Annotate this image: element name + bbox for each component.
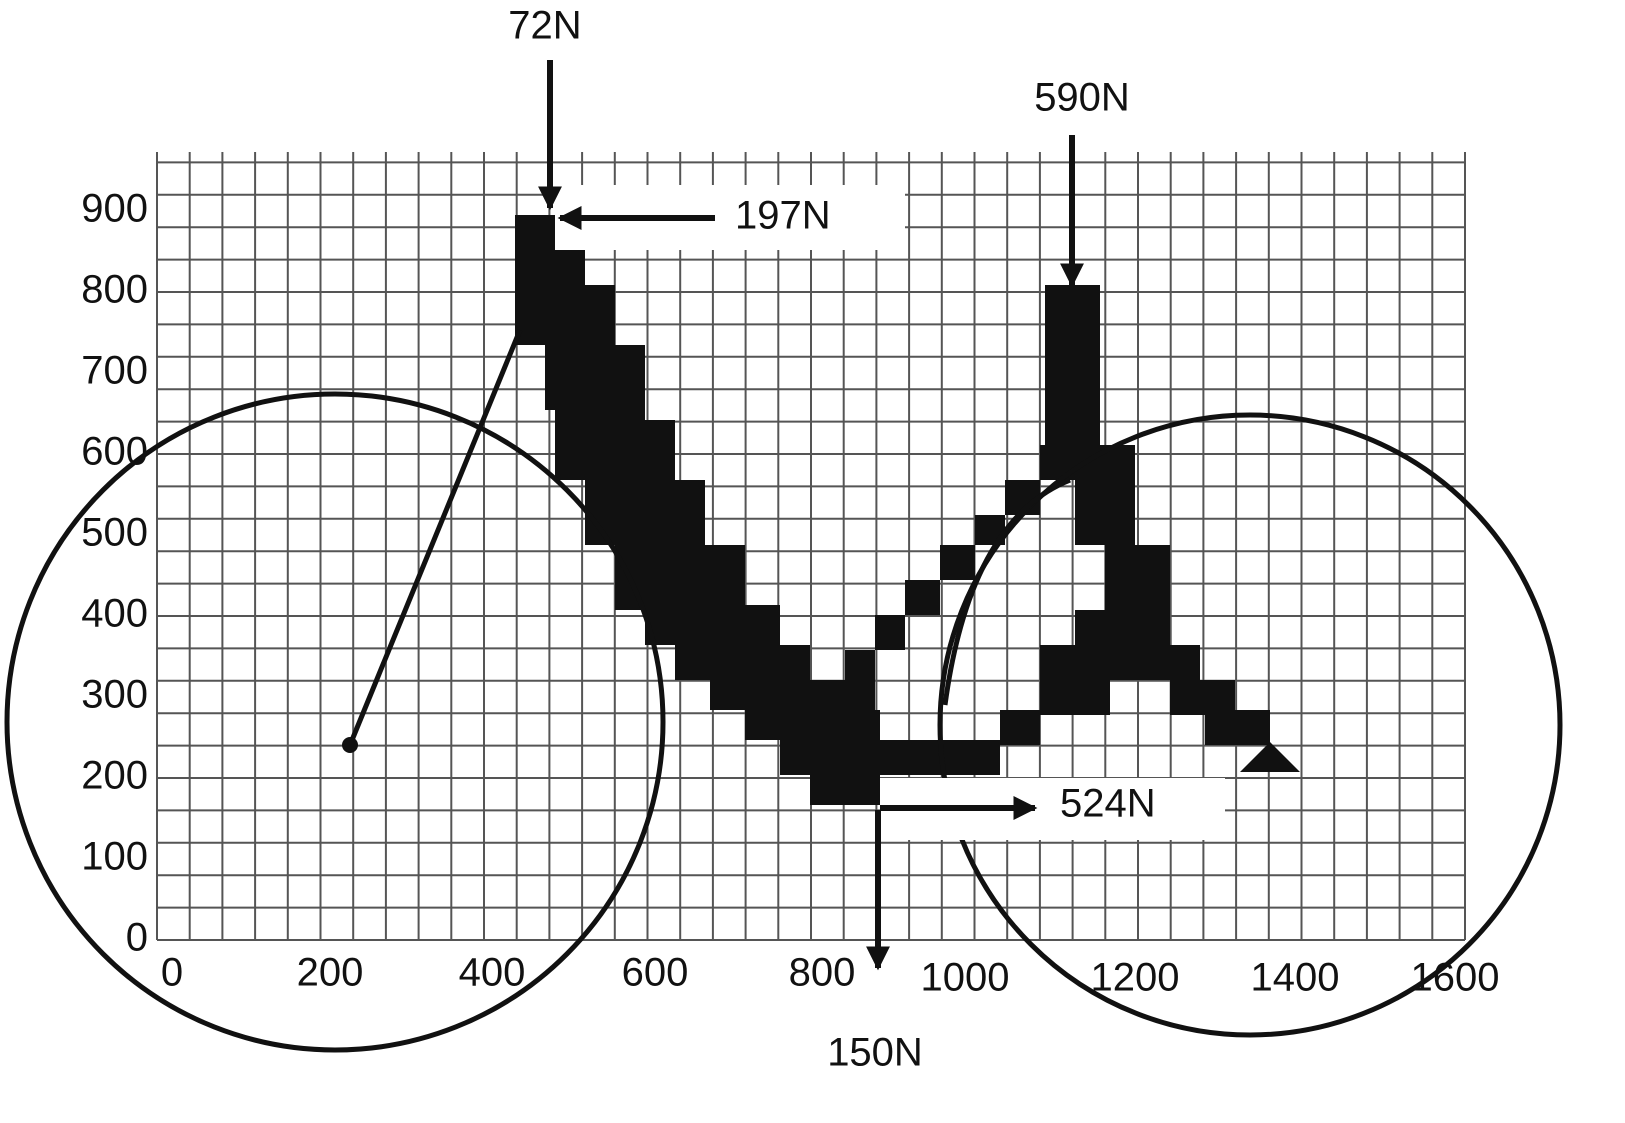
rear-wheel — [937, 412, 1563, 1038]
grid — [156, 152, 1466, 941]
wheels-fork — [4, 329, 1563, 1053]
x-tick-label: 800 — [789, 951, 856, 995]
force-arrows — [538, 60, 1084, 971]
x-tick-label: 400 — [459, 951, 526, 995]
x-tick-label: 600 — [622, 951, 689, 995]
y-tick-label: 100 — [81, 835, 148, 879]
down-tube — [515, 215, 1270, 805]
front-hub — [342, 737, 358, 753]
y-tick-label: 300 — [81, 673, 148, 717]
force-label: 150N — [827, 1031, 923, 1075]
x-tick-label: 1400 — [1251, 956, 1340, 1000]
force-label: 197N — [735, 194, 831, 238]
y-tick-label: 500 — [81, 511, 148, 555]
front-wheel — [4, 391, 666, 1053]
bike-frame — [515, 215, 1300, 805]
y-tick-label: 400 — [81, 592, 148, 636]
fork — [347, 329, 523, 746]
y-tick-label: 200 — [81, 754, 148, 798]
x-tick-label: 0 — [161, 951, 183, 995]
y-tick-label: 600 — [81, 430, 148, 474]
chainring-arc — [942, 477, 1071, 706]
y-tick-label: 700 — [81, 349, 148, 393]
force-label: 72N — [508, 4, 581, 48]
x-tick-label: 1000 — [921, 956, 1010, 1000]
x-tick-label: 1200 — [1091, 956, 1180, 1000]
seat-tube — [845, 285, 1170, 710]
x-tick-label: 1600 — [1411, 956, 1500, 1000]
y-tick-label: 800 — [81, 268, 148, 312]
force-label: 590N — [1034, 76, 1130, 120]
x-tick-label: 200 — [297, 951, 364, 995]
force-label: 524N — [1060, 782, 1156, 826]
y-tick-label: 900 — [81, 187, 148, 231]
rear-dropout — [1240, 742, 1300, 772]
y-tick-label: 0 — [126, 916, 148, 960]
